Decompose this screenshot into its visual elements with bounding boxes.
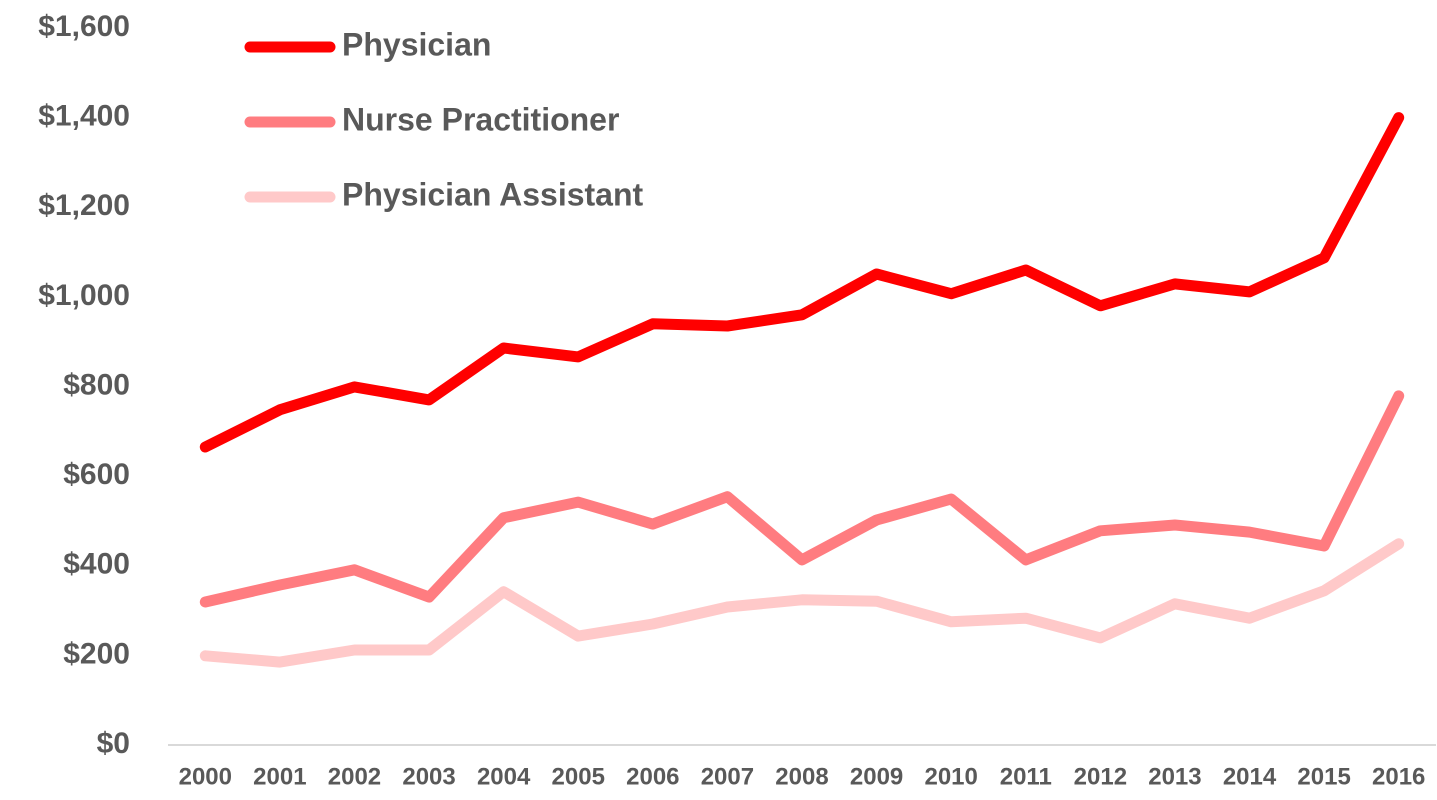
x-tick-label: 2000 [179,763,232,790]
series-line [199,112,1405,453]
x-tick-label: 2007 [701,763,754,790]
y-tick-label: $600 [63,458,130,491]
series-line [199,390,1405,608]
series-line [199,538,1405,668]
x-tick-label: 2012 [1074,763,1127,790]
x-tick-label: 2011 [1000,763,1052,790]
y-tick-label: $400 [63,548,130,581]
x-tick-label: 2001 [253,763,306,790]
x-tick-label: 2010 [924,763,977,790]
x-tick-label: 2009 [850,763,903,790]
x-tick-label: 2008 [775,763,828,790]
y-tick-label: $1,600 [38,10,130,43]
y-tick-label: $0 [97,727,130,760]
y-tick-label: $1,000 [38,279,130,312]
x-tick-label: 2014 [1223,763,1277,790]
y-tick-label: $1,200 [38,189,130,222]
legend-label: Nurse Practitioner [342,101,619,137]
legend-label: Physician [342,26,491,62]
x-tick-label: 2004 [477,763,531,790]
x-tick-label: 2003 [402,763,455,790]
y-tick-label: $800 [63,368,130,401]
legend-label: Physician Assistant [342,176,644,212]
x-tick-label: 2005 [552,763,605,790]
y-tick-label: $1,400 [38,100,130,133]
x-tick-label: 2006 [626,763,679,790]
y-tick-label: $200 [63,637,130,670]
x-tick-label: 2015 [1297,763,1350,790]
x-tick-label: 2002 [328,763,381,790]
x-tick-label: 2013 [1148,763,1201,790]
x-tick-label: 2016 [1372,763,1425,790]
